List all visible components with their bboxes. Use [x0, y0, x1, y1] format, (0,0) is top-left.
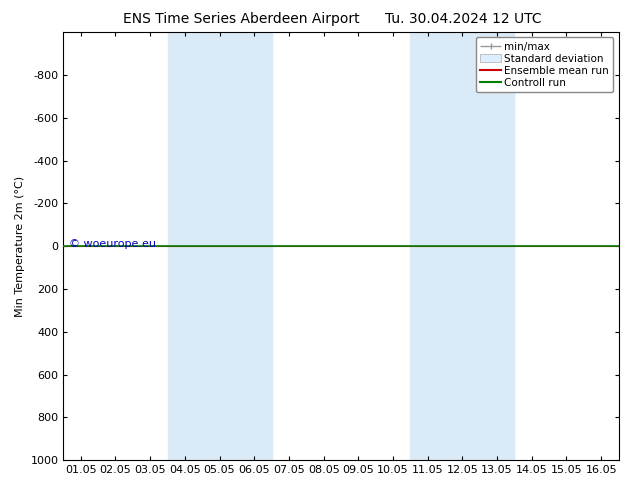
Text: Tu. 30.04.2024 12 UTC: Tu. 30.04.2024 12 UTC	[384, 12, 541, 26]
Legend: min/max, Standard deviation, Ensemble mean run, Controll run: min/max, Standard deviation, Ensemble me…	[476, 37, 613, 92]
Bar	[167, 32, 271, 460]
Y-axis label: Min Temperature 2m (°C): Min Temperature 2m (°C)	[15, 175, 25, 317]
Bar	[410, 32, 514, 460]
Text: © woeurope.eu: © woeurope.eu	[69, 239, 156, 249]
Text: ENS Time Series Aberdeen Airport: ENS Time Series Aberdeen Airport	[122, 12, 359, 26]
